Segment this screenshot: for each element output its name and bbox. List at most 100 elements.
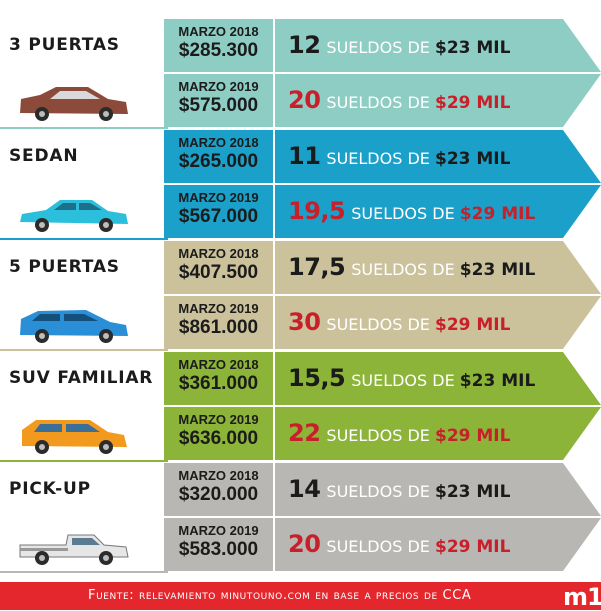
category-underline [0,238,168,240]
price-row-2019: MARZO 2019 $861.000 30 SUELDOS DE $29 MIL [164,296,601,349]
salary-word: SUELDOS DE [326,315,430,334]
salary-equivalence: 14 SUELDOS DE $23 MIL [288,475,510,503]
date-price-box: MARZO 2019 $567.000 [164,185,273,238]
car-icon [16,416,134,456]
price-value: $636.000 [178,428,259,449]
row-band [164,241,601,294]
price-value: $361.000 [178,373,259,394]
salary-count: 14 [288,475,321,503]
date-label: MARZO 2019 [178,190,259,205]
date-label: MARZO 2018 [178,24,259,39]
arrow-band [275,74,601,127]
salary-count: 17,5 [288,253,346,281]
price-value: $320.000 [178,484,259,505]
date-price-box: MARZO 2018 $361.000 [164,352,273,405]
date-label: MARZO 2018 [178,468,259,483]
price-row-2018: MARZO 2018 $265.000 11 SUELDOS DE $23 MIL [164,130,601,183]
price-row-2019: MARZO 2019 $575.000 20 SUELDOS DE $29 MIL [164,74,601,127]
salary-amount: $23 MIL [434,38,511,58]
date-label: MARZO 2018 [178,246,259,261]
salary-amount: $23 MIL [459,371,536,391]
price-value: $567.000 [178,206,259,227]
car-icon [16,83,134,123]
salary-equivalence: 22 SUELDOS DE $29 MIL [288,419,510,447]
salary-amount: $29 MIL [434,426,511,446]
arrow-band [275,352,601,405]
brand-logo: m1 [563,583,601,611]
salary-equivalence: 30 SUELDOS DE $29 MIL [288,308,510,336]
date-box [164,130,273,183]
source-note: Fuente: relevamiento minutouno.com en ba… [88,588,472,603]
salary-equivalence: 11 SUELDOS DE $23 MIL [288,142,510,170]
date-box [164,19,273,72]
date-price-box: MARZO 2018 $320.000 [164,463,273,516]
salary-count: 19,5 [288,197,346,225]
salary-count: 20 [288,530,321,558]
arrow-band [275,185,601,238]
date-label: MARZO 2019 [178,412,259,427]
salary-count: 20 [288,86,321,114]
price-row-2019: MARZO 2019 $636.000 22 SUELDOS DE $29 MIL [164,407,601,460]
arrow-band [275,518,601,571]
row-band [164,19,601,72]
salary-word: SUELDOS DE [351,371,455,390]
car-icon [16,305,134,345]
category-label: SUV FAMILIAR [9,368,154,388]
salary-word: SUELDOS DE [326,482,430,501]
salary-equivalence: 20 SUELDOS DE $29 MIL [288,530,510,558]
row-band [164,352,601,405]
salary-word: SUELDOS DE [326,426,430,445]
row-band [164,74,601,127]
date-label: MARZO 2018 [178,135,259,150]
date-box [164,74,273,127]
price-row-2018: MARZO 2018 $407.500 17,5 SUELDOS DE $23 MIL [164,241,601,294]
category-label: 3 PUERTAS [9,35,120,55]
category-pick-up: PICK-UP MARZO 2018 $320.000 14 SUELDOS DE $… [0,463,601,575]
date-price-box: MARZO 2018 $285.300 [164,19,273,72]
price-value: $265.000 [178,151,259,172]
salary-amount: $29 MIL [434,537,511,557]
date-box [164,463,273,516]
date-price-box: MARZO 2019 $583.000 [164,518,273,571]
category-underline [0,349,168,351]
price-row-2019: MARZO 2019 $583.000 20 SUELDOS DE $29 MIL [164,518,601,571]
salary-word: SUELDOS DE [326,537,430,556]
arrow-band [275,463,601,516]
row-band [164,130,601,183]
salary-amount: $29 MIL [434,315,511,335]
category-5-puertas: 5 PUERTAS MARZO 2018 $407.500 17,5 SUELDOS … [0,241,601,353]
category-label: SEDAN [9,146,79,166]
salary-count: 15,5 [288,364,346,392]
salary-count: 30 [288,308,321,336]
salary-count: 22 [288,419,321,447]
category-underline [0,460,168,462]
arrow-band [275,241,601,294]
salary-equivalence: 17,5 SUELDOS DE $23 MIL [288,253,535,281]
date-box [164,185,273,238]
price-row-2018: MARZO 2018 $361.000 15,5 SUELDOS DE $23 MIL [164,352,601,405]
salary-amount: $29 MIL [459,204,536,224]
footer-bar: Fuente: relevamiento minutouno.com en ba… [0,582,601,611]
row-band [164,296,601,349]
date-price-box: MARZO 2019 $636.000 [164,407,273,460]
salary-word: SUELDOS DE [351,260,455,279]
price-value: $583.000 [178,539,259,560]
date-box [164,352,273,405]
salary-equivalence: 19,5 SUELDOS DE $29 MIL [288,197,535,225]
salary-word: SUELDOS DE [326,93,430,112]
price-row-2019: MARZO 2019 $567.000 19,5 SUELDOS DE $29 MIL [164,185,601,238]
category-sedan: SEDAN MARZO 2018 $265.000 11 SUELDOS DE $23… [0,130,601,242]
category-label: 5 PUERTAS [9,257,120,277]
row-band [164,518,601,571]
category-underline [0,571,168,573]
date-price-box: MARZO 2019 $861.000 [164,296,273,349]
date-label: MARZO 2019 [178,301,259,316]
salary-count: 11 [288,142,321,170]
date-box [164,518,273,571]
price-value: $285.300 [178,40,259,61]
date-label: MARZO 2019 [178,79,259,94]
row-band [164,463,601,516]
date-label: MARZO 2019 [178,523,259,538]
salary-equivalence: 20 SUELDOS DE $29 MIL [288,86,510,114]
salary-equivalence: 15,5 SUELDOS DE $23 MIL [288,364,535,392]
